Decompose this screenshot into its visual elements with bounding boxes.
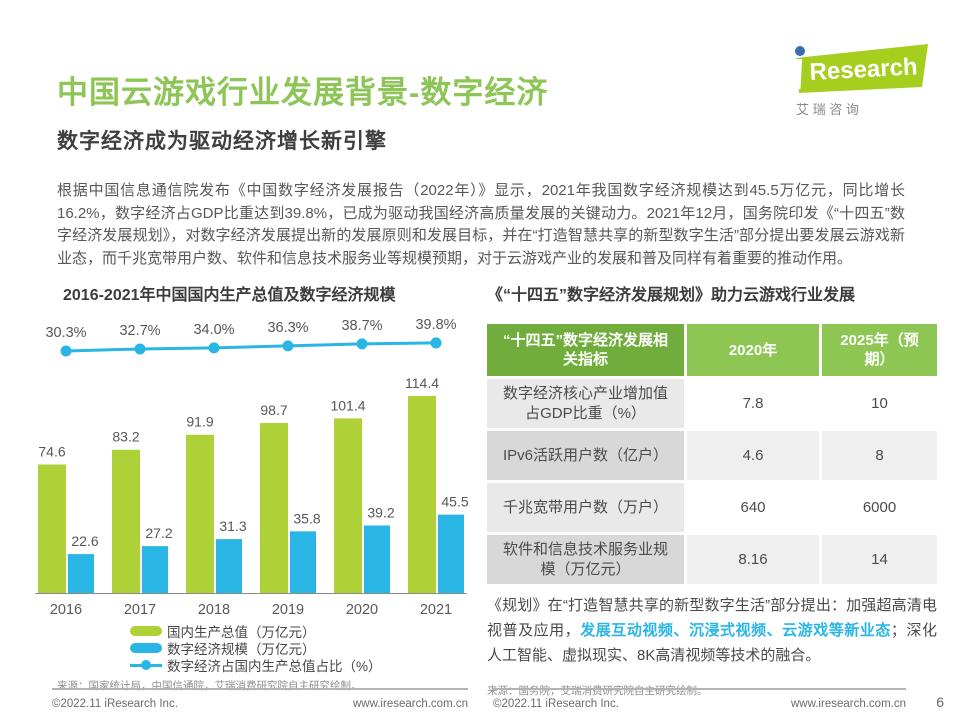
svg-text:74.6: 74.6 [38, 444, 65, 460]
table-row-label: 千兆宽带用户数（万户） [487, 483, 684, 532]
table-header-indicator: “十四五”数字经济发展相关指标 [487, 324, 684, 376]
logo-i-stem [794, 59, 803, 89]
footer-left: ©2022.11 iResearch Inc. www.iresearch.co… [52, 688, 468, 710]
footer-copyright: ©2022.11 iResearch Inc. [493, 698, 619, 710]
svg-text:39.8%: 39.8% [415, 317, 456, 333]
table-title: 《“十四五”数字经济发展规划》助力云游戏行业发展 [487, 287, 856, 304]
table-header-2020: 2020年 [687, 324, 819, 376]
iresearch-logo-icon: Research 艾 瑞 咨 询 [794, 44, 928, 117]
svg-text:83.2: 83.2 [112, 429, 139, 445]
svg-text:38.7%: 38.7% [341, 318, 382, 334]
svg-text:101.4: 101.4 [330, 397, 365, 413]
page-title: 中国云游戏行业发展背景-数字经济 [57, 74, 549, 110]
footer-right: ©2022.11 iResearch Inc. www.iresearch.co… [493, 688, 906, 710]
logo-caption: 艾 瑞 咨 询 [796, 102, 859, 117]
footer-copyright: ©2022.11 iResearch Inc. [52, 698, 178, 710]
legend-item-ratio: 数字经济占国内生产总值占比（%） [130, 656, 471, 674]
logo-i-dot-icon [795, 46, 805, 56]
regulation-note: 《规划》在“打造智慧共享的新型数字生活”部分提出：加强超高清电视普及应用，发展互… [487, 593, 937, 668]
svg-text:2017: 2017 [124, 602, 156, 618]
regulation-note-part2: ；深化人工智能、虚拟现实、8K高清视频等技术的融合。 [487, 622, 937, 664]
gdp-chart-svg: 74.6 22.6 2016 83.2 27.2 2017 91.9 31.3 2018 98.7… [35, 317, 469, 618]
regulation-note-highlight: 发展互动视频、沉浸式视频、云游戏等新业态 [580, 622, 891, 639]
legend-label: 数字经济占国内生产总值占比（%） [167, 658, 382, 674]
svg-text:114.4: 114.4 [405, 375, 439, 391]
indicators-table: “十四五”数字经济发展相关指标 2020年 2025年（预期） 数字经济核心产业… [487, 324, 937, 584]
svg-text:32.7%: 32.7% [119, 323, 160, 339]
table-cell-2020: 8.16 [687, 535, 819, 584]
table-cell-2025: 6000 [862, 499, 897, 516]
table-cell-2020: 640 [740, 499, 766, 516]
table-row-label: 软件和信息技术服务业规模（万亿元） [487, 535, 684, 584]
table-cell-2025: 8 [822, 431, 937, 480]
digital-swatch-icon [130, 642, 162, 653]
gdp-chart-panel: 2016-2021年中国国内生产总值及数字经济规模 74.6 22.6 2016 83… [35, 285, 471, 693]
svg-text:39.2: 39.2 [367, 504, 394, 520]
table-cell-2020: 4.6 [687, 431, 819, 480]
svg-text:98.7: 98.7 [260, 402, 287, 418]
legend-item-digital: 数字经济规模（万亿元） [130, 639, 471, 657]
logo-flag-shape [796, 44, 928, 93]
gdp-swatch-icon [130, 625, 162, 636]
svg-text:22.6: 22.6 [71, 533, 98, 549]
page-subtitle: 数字经济成为驱动经济增长新引擎 [57, 130, 387, 154]
table-cell-2025: 14 [822, 535, 937, 584]
legend-label: 数字经济规模（万亿元） [167, 641, 316, 657]
svg-text:35.8: 35.8 [293, 510, 320, 526]
table-row-label: IPv6活跃用户数（亿户） [487, 431, 684, 480]
ratio-line-swatch-icon [130, 659, 162, 670]
table-cell-2020: 7.8 [742, 395, 764, 412]
plan-table-panel: 《“十四五”数字经济发展规划》助力云游戏行业发展 “十四五”数字经济发展相关指标… [487, 285, 937, 698]
svg-text:30.3%: 30.3% [45, 325, 86, 341]
logo-brand-text: Research [809, 53, 918, 86]
svg-text:2021: 2021 [420, 602, 452, 618]
svg-text:2018: 2018 [198, 602, 230, 618]
table-header-2025: 2025年（预期） [822, 324, 937, 376]
svg-text:91.9: 91.9 [186, 414, 213, 430]
svg-text:36.3%: 36.3% [267, 320, 308, 336]
legend-item-gdp: 国内生产总值（万亿元） [130, 622, 471, 640]
svg-text:31.3: 31.3 [219, 518, 246, 534]
page-number: 6 [936, 694, 944, 710]
svg-text:27.2: 27.2 [145, 525, 172, 541]
chart-title: 2016-2021年中国国内生产总值及数字经济规模 [63, 287, 396, 304]
regulation-note-part1: 《规划》在“打造智慧共享的新型数字生活”部分提出：加强超高清电视普及应用， [487, 597, 937, 639]
intro-paragraph: 根据中国信息通信院发布《中国数字经济发展报告（2022年）》显示，2021年我国… [57, 182, 905, 267]
svg-text:34.0%: 34.0% [193, 322, 234, 338]
svg-text:2016: 2016 [50, 602, 82, 618]
svg-text:45.5: 45.5 [441, 494, 468, 510]
footer-url: www.iresearch.com.cn [790, 698, 906, 710]
svg-text:2020: 2020 [346, 602, 378, 618]
table-row-label: 数字经济核心产业增加值占GDP比重（%） [487, 379, 684, 428]
legend-label: 国内生产总值（万亿元） [167, 624, 316, 640]
table-cell-2025: 10 [871, 395, 888, 412]
chart-legend: 国内生产总值（万亿元） 数字经济规模（万亿元） 数字经济占国内生产总值占比（%） [130, 622, 471, 674]
svg-text:2019: 2019 [272, 602, 304, 618]
footer-url: www.iresearch.com.cn [352, 698, 468, 710]
